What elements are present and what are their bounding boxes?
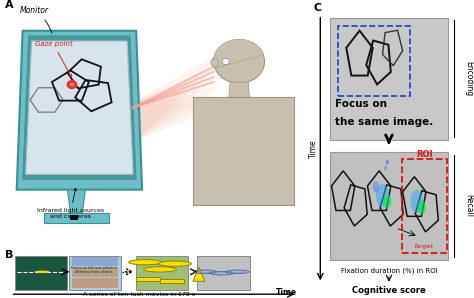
Circle shape <box>383 194 392 209</box>
Circle shape <box>128 260 162 265</box>
Text: Focus on: Focus on <box>335 99 387 109</box>
Polygon shape <box>17 31 142 190</box>
Text: Cognitive score: Cognitive score <box>352 286 426 295</box>
Circle shape <box>376 184 389 207</box>
Circle shape <box>35 271 49 273</box>
Polygon shape <box>26 41 133 174</box>
Circle shape <box>222 58 229 65</box>
Text: Time: Time <box>276 288 297 297</box>
Text: B: B <box>5 250 13 260</box>
Circle shape <box>384 166 387 170</box>
Text: A series of ten task movies in 178 s: A series of ten task movies in 178 s <box>83 292 195 297</box>
Text: Encoding: Encoding <box>465 61 474 97</box>
Polygon shape <box>133 97 217 141</box>
Polygon shape <box>133 87 217 141</box>
Bar <box>69 256 121 290</box>
Circle shape <box>386 160 389 164</box>
Circle shape <box>70 83 74 87</box>
Ellipse shape <box>211 58 219 67</box>
Polygon shape <box>44 213 109 223</box>
Circle shape <box>214 40 264 83</box>
Polygon shape <box>213 39 264 69</box>
Bar <box>72 278 118 288</box>
Text: A: A <box>5 0 13 10</box>
Text: C: C <box>314 3 322 13</box>
Bar <box>72 257 118 266</box>
Circle shape <box>373 181 379 193</box>
Polygon shape <box>133 67 217 141</box>
Text: Fixation duration (%) in ROI: Fixation duration (%) in ROI <box>341 267 438 274</box>
Text: Recall: Recall <box>465 194 474 217</box>
Bar <box>72 266 118 277</box>
Text: Infrared light sources
and cameras: Infrared light sources and cameras <box>37 188 104 219</box>
Bar <box>136 256 188 290</box>
Text: Gaze point: Gaze point <box>35 41 73 77</box>
Circle shape <box>158 261 191 266</box>
Polygon shape <box>133 77 217 141</box>
Bar <box>71 215 78 221</box>
Text: Monitor: Monitor <box>19 6 52 33</box>
Polygon shape <box>193 267 205 281</box>
Polygon shape <box>160 280 183 283</box>
Text: the same image.: the same image. <box>335 117 433 127</box>
Polygon shape <box>133 56 217 141</box>
Polygon shape <box>193 97 294 205</box>
Polygon shape <box>137 277 160 281</box>
Circle shape <box>410 190 423 213</box>
Bar <box>197 256 250 290</box>
Text: Time: Time <box>309 140 318 158</box>
Polygon shape <box>228 82 250 97</box>
Circle shape <box>144 267 176 272</box>
Text: Focus on the one which is
different from others.: Focus on the one which is different from… <box>71 266 118 274</box>
Text: Target: Target <box>414 244 434 249</box>
Polygon shape <box>133 103 217 141</box>
Bar <box>15 256 67 290</box>
Polygon shape <box>67 190 85 213</box>
Text: ROI: ROI <box>416 150 432 159</box>
Polygon shape <box>23 36 136 179</box>
Circle shape <box>418 200 426 215</box>
Circle shape <box>66 80 77 89</box>
Bar <box>330 152 448 260</box>
Bar <box>330 18 448 140</box>
